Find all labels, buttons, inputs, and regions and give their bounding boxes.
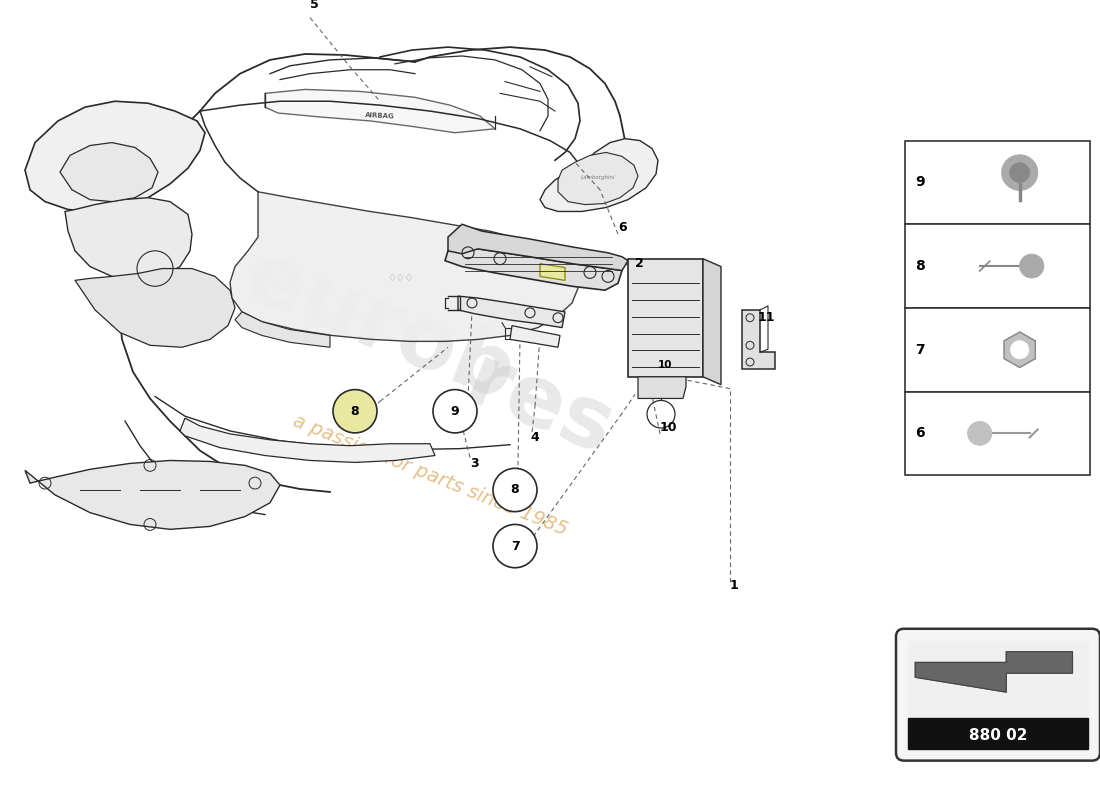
FancyBboxPatch shape: [905, 308, 1090, 391]
Circle shape: [1020, 254, 1044, 278]
Text: 8: 8: [351, 405, 360, 418]
Text: 5: 5: [310, 0, 319, 11]
Polygon shape: [908, 641, 1088, 715]
Text: 7: 7: [915, 342, 925, 357]
Circle shape: [1002, 155, 1037, 190]
Polygon shape: [908, 718, 1088, 749]
Text: 8: 8: [510, 483, 519, 497]
Polygon shape: [265, 90, 495, 133]
Polygon shape: [75, 269, 235, 347]
FancyBboxPatch shape: [905, 391, 1090, 475]
Polygon shape: [742, 310, 775, 369]
Circle shape: [1010, 162, 1030, 182]
FancyBboxPatch shape: [905, 141, 1090, 224]
Polygon shape: [458, 296, 565, 327]
Text: Lamborghini: Lamborghini: [581, 174, 615, 179]
Text: 7: 7: [510, 539, 519, 553]
Polygon shape: [1004, 332, 1035, 367]
Polygon shape: [558, 153, 638, 205]
Polygon shape: [703, 258, 720, 385]
Polygon shape: [25, 461, 280, 530]
Text: 2: 2: [635, 257, 643, 270]
Text: ♢♢♢: ♢♢♢: [387, 274, 414, 283]
Text: 10: 10: [658, 360, 673, 370]
Text: 6: 6: [618, 221, 627, 234]
Circle shape: [968, 422, 992, 446]
Polygon shape: [915, 652, 1072, 692]
Text: a passion for parts since 1985: a passion for parts since 1985: [290, 411, 570, 539]
Text: 11: 11: [758, 311, 776, 324]
Polygon shape: [230, 192, 578, 342]
Text: 880 02: 880 02: [969, 728, 1027, 743]
Text: 6: 6: [915, 426, 925, 440]
Polygon shape: [65, 198, 192, 280]
Circle shape: [433, 390, 477, 433]
Circle shape: [493, 525, 537, 568]
FancyBboxPatch shape: [905, 224, 1090, 308]
Text: 9: 9: [451, 405, 460, 418]
Polygon shape: [540, 264, 565, 280]
Text: 3: 3: [470, 457, 478, 470]
Polygon shape: [638, 377, 686, 398]
Circle shape: [493, 468, 537, 512]
Polygon shape: [60, 142, 158, 202]
Text: 1: 1: [730, 579, 739, 592]
Text: 10: 10: [660, 422, 678, 434]
Text: 4: 4: [530, 431, 539, 444]
Polygon shape: [448, 224, 628, 270]
Polygon shape: [235, 312, 330, 347]
Text: 9: 9: [915, 175, 925, 190]
Polygon shape: [510, 326, 560, 347]
Text: res: res: [454, 339, 626, 474]
Text: AIRBAG: AIRBAG: [365, 112, 395, 120]
FancyBboxPatch shape: [896, 629, 1100, 761]
Circle shape: [333, 390, 377, 433]
Text: eurob: eurob: [233, 236, 527, 419]
Polygon shape: [25, 102, 205, 211]
Polygon shape: [446, 247, 622, 290]
Text: 8: 8: [915, 259, 925, 273]
Polygon shape: [628, 258, 703, 377]
Polygon shape: [180, 418, 434, 462]
Circle shape: [1011, 341, 1028, 358]
Polygon shape: [540, 138, 658, 211]
